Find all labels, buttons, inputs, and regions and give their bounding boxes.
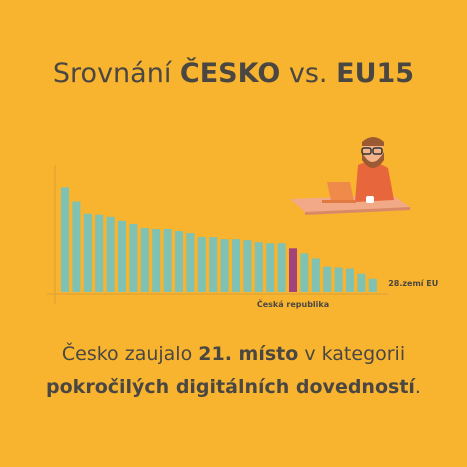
bar (95, 214, 104, 292)
beard (362, 152, 384, 168)
bar (61, 187, 69, 292)
bar (243, 240, 252, 292)
bar (300, 253, 309, 292)
bar (72, 201, 81, 292)
body (355, 162, 394, 202)
x-tick-label: Česká republika (257, 298, 329, 309)
hair (362, 137, 384, 146)
text-bold: 21. místo (198, 343, 299, 365)
annotation: 28.zemí EU (388, 279, 438, 288)
text-line: pokročilých digitálních dovedností. (0, 376, 467, 398)
bar (346, 268, 354, 292)
bar (368, 278, 377, 292)
bar (129, 223, 138, 292)
cup (366, 196, 374, 203)
bar (118, 220, 126, 292)
bar (254, 242, 263, 292)
title-text: vs. (288, 58, 328, 89)
title-bold: EU15 (336, 58, 415, 89)
title-text: Srovnání (52, 58, 172, 89)
laptop (327, 182, 354, 201)
text: . (414, 376, 421, 398)
text-line: Česko zaujalo 21. místo v kategorii (0, 343, 467, 365)
bar (83, 213, 92, 292)
bar (197, 237, 206, 292)
text: v kategorii (304, 343, 406, 365)
title: Srovnání ČESKO vs. EU15 (0, 58, 467, 89)
bar (232, 239, 240, 292)
bar (311, 258, 320, 292)
bar (220, 239, 229, 292)
illustration (290, 137, 410, 215)
bar (277, 243, 286, 292)
bar (152, 229, 161, 292)
bar (266, 243, 275, 292)
bar (323, 266, 332, 292)
bar (163, 229, 172, 292)
glasses (372, 147, 383, 155)
glasses (361, 147, 372, 155)
bar (175, 231, 183, 292)
bar (186, 233, 195, 292)
bar (289, 248, 297, 292)
title-bold: ČESKO (179, 58, 281, 89)
bar (334, 267, 343, 292)
text: Česko zaujalo (61, 343, 193, 365)
bar (209, 237, 218, 292)
bar (357, 273, 366, 292)
bar (106, 216, 115, 292)
bar (140, 227, 149, 292)
laptop-base (322, 200, 356, 203)
desk-edge (305, 207, 410, 215)
text-bold: pokročilých digitálních dovedností (46, 376, 415, 398)
